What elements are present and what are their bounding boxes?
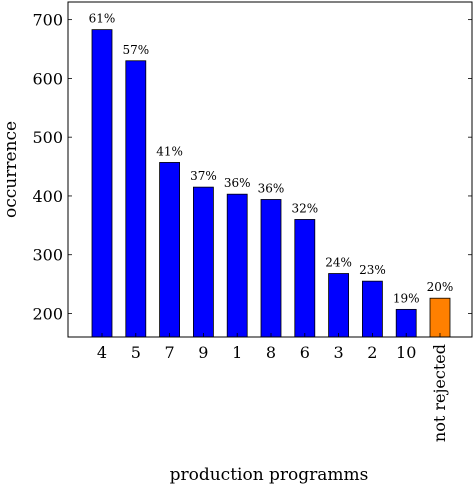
x-axis-title: production programms — [170, 465, 369, 485]
bar-not-rejected — [429, 297, 451, 338]
plot-frame — [67, 1, 473, 338]
data-label-4: 61% — [89, 12, 116, 26]
data-label-10: 19% — [393, 291, 420, 305]
y-tick-label-600: 600 — [32, 69, 63, 88]
data-label-5: 57% — [122, 43, 149, 57]
bar-7 — [159, 162, 181, 338]
data-label-not-rejected: 20% — [427, 280, 454, 294]
x-tick-label-7: 7 — [165, 343, 175, 362]
bar-6 — [294, 219, 316, 338]
x-axis-ticks: 4 5 7 9 1 8 6 3 2 10 not rejected — [97, 333, 449, 442]
y-axis-ticks: 200 300 400 500 600 700 — [32, 11, 472, 323]
bar-9 — [192, 186, 214, 338]
y-tick-label-200: 200 — [32, 304, 63, 323]
bars-group — [91, 29, 451, 338]
y-tick-label-700: 700 — [32, 11, 63, 30]
bar-2 — [361, 280, 383, 338]
x-tick-label-4: 4 — [97, 343, 107, 362]
x-tick-label-9: 9 — [198, 343, 208, 362]
x-tick-label-not-rejected: not rejected — [430, 344, 449, 442]
data-label-7: 41% — [156, 144, 183, 158]
data-label-2: 23% — [359, 263, 386, 277]
bar-10 — [395, 308, 417, 338]
x-tick-label-3: 3 — [334, 343, 344, 362]
x-tick-label-2: 2 — [367, 343, 377, 362]
y-tick-label-400: 400 — [32, 187, 63, 206]
y-axis-title: occurrence — [1, 121, 21, 218]
data-label-1: 36% — [224, 176, 251, 190]
data-labels-group: 61% 57% 41% 37% 36% 36% 32% 24% 23% 19% 20% — [89, 12, 454, 306]
x-tick-label-1: 1 — [232, 343, 242, 362]
data-label-6: 32% — [291, 201, 318, 215]
y-tick-label-300: 300 — [32, 246, 63, 265]
y-tick-label-500: 500 — [32, 128, 63, 147]
bar-3 — [328, 273, 350, 338]
x-tick-label-10: 10 — [396, 343, 416, 362]
data-label-3: 24% — [325, 256, 352, 270]
data-label-8: 36% — [258, 181, 285, 195]
bar-8 — [260, 199, 282, 338]
data-label-9: 37% — [190, 169, 217, 183]
bar-1 — [226, 193, 248, 338]
bar-4 — [91, 29, 113, 338]
x-tick-label-8: 8 — [266, 343, 276, 362]
bar-5 — [125, 60, 147, 338]
x-tick-label-6: 6 — [300, 343, 310, 362]
x-tick-label-5: 5 — [131, 343, 141, 362]
